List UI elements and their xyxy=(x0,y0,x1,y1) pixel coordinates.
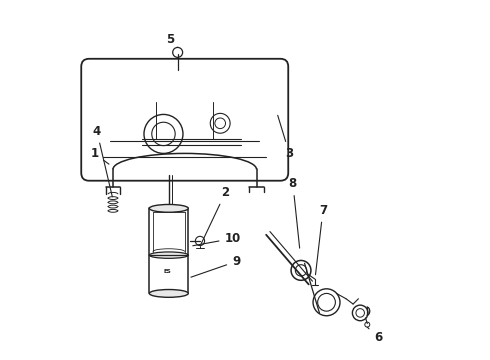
Text: 7: 7 xyxy=(316,204,327,275)
Text: 8: 8 xyxy=(289,177,300,248)
Text: 6: 6 xyxy=(368,327,382,344)
Text: 3: 3 xyxy=(278,115,294,160)
Ellipse shape xyxy=(149,204,188,212)
Text: 1: 1 xyxy=(90,147,109,164)
Text: 2: 2 xyxy=(201,186,230,244)
Ellipse shape xyxy=(149,289,188,297)
Text: 10: 10 xyxy=(193,232,241,246)
Ellipse shape xyxy=(149,252,188,258)
Text: 9: 9 xyxy=(191,255,240,277)
Text: 4: 4 xyxy=(93,125,112,197)
Text: ES: ES xyxy=(163,269,171,280)
Text: 5: 5 xyxy=(167,33,178,48)
